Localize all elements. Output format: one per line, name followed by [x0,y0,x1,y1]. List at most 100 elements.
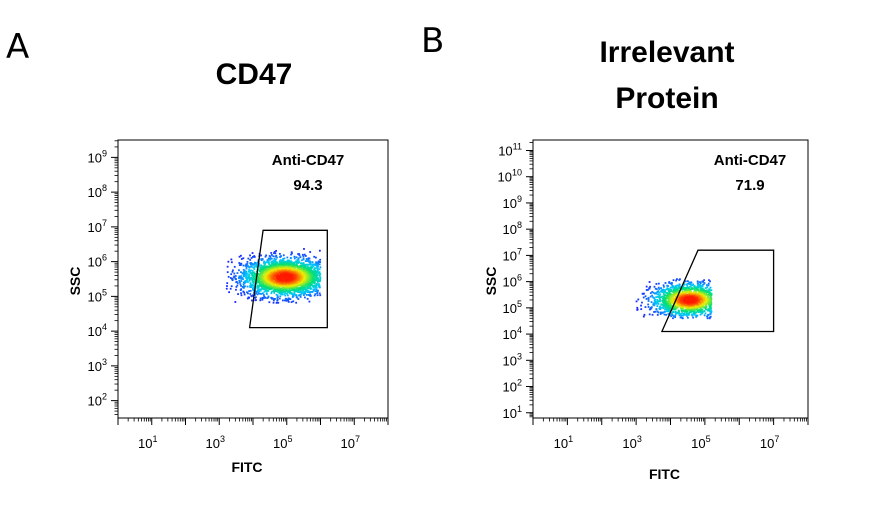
event-dot [253,255,256,257]
event-dot [254,274,257,277]
event-dot [284,261,287,264]
event-dot [272,279,275,282]
event-dot [262,275,265,278]
event-dot [319,276,322,279]
event-dot [270,282,273,285]
event-dot [313,275,315,278]
event-dot [301,285,304,288]
event-dot [239,264,242,266]
event-dot [242,273,245,276]
event-dot [279,289,282,291]
event-dot [653,297,655,299]
event-dot [640,304,642,307]
event-dot [663,297,666,299]
event-dot [662,292,665,295]
event-dot [671,286,674,289]
event-dot [251,263,254,266]
event-dot [298,287,301,289]
event-dot [313,274,316,276]
event-dot [300,280,303,283]
event-dot [232,276,235,279]
event-dot [245,265,248,267]
event-dot [292,294,295,297]
event-dot [303,253,306,256]
event-dot [247,265,249,268]
event-dot [257,286,260,289]
event-dot [311,269,314,272]
event-dot [699,304,702,307]
event-dot [269,279,272,282]
event-dot [286,290,289,292]
event-dot [649,295,652,298]
event-dot [310,284,313,287]
event-dot [681,299,683,302]
event-dot [273,263,276,266]
event-dot [252,274,255,277]
event-dot [232,269,234,272]
event-dot [291,252,293,255]
event-dot [262,268,264,271]
event-dot [246,273,248,276]
event-dot [313,271,316,273]
event-dot [675,279,678,282]
event-dot [694,307,697,310]
y-tick-label: 107 [88,218,107,235]
event-dot [670,304,673,307]
event-dot [287,263,290,266]
event-dot [300,290,303,293]
event-dot [281,264,284,266]
event-dot [682,285,685,288]
event-dot [706,317,709,320]
event-dot [253,256,256,258]
event-dot [251,273,254,275]
event-dot [226,282,229,285]
event-dot [252,263,255,266]
event-dot [298,291,301,294]
event-dot [251,278,253,280]
event-dot [699,302,702,305]
event-dot [276,294,279,297]
event-dot [270,254,273,256]
event-dot [290,301,293,303]
event-dot [282,254,285,257]
event-dot [298,281,301,284]
event-dot [270,257,273,260]
y-tick-label: 108 [88,183,107,200]
event-dot [258,273,261,276]
event-dot [704,308,707,311]
event-dot [249,263,252,266]
event-dot [247,292,249,295]
event-dot [256,291,258,293]
event-dot [249,284,252,286]
event-dot [244,273,247,276]
event-dot [268,279,271,282]
event-dot [703,306,706,309]
event-dot [250,286,253,289]
event-dot [265,276,268,279]
event-dot [306,291,309,294]
event-dot [298,254,301,257]
event-dot [229,287,232,290]
y-tick-label: 1010 [498,168,522,185]
event-dot [258,265,260,267]
event-dot [302,257,305,260]
event-dot [274,277,277,280]
event-dot [685,312,688,314]
event-dot [256,284,259,287]
event-dot [281,272,284,275]
event-dot [652,296,655,299]
event-dot [246,279,248,282]
event-dot [265,289,268,292]
event-dot [270,296,273,299]
event-dot [665,305,668,308]
event-dot [242,278,244,281]
event-dot [656,301,659,304]
event-dot [273,285,276,288]
event-dot [242,283,245,286]
event-dot [672,279,675,282]
event-dot [675,290,678,293]
event-dot [694,287,697,290]
event-dot [310,283,313,285]
event-dot [276,262,279,265]
event-dot [240,280,243,282]
